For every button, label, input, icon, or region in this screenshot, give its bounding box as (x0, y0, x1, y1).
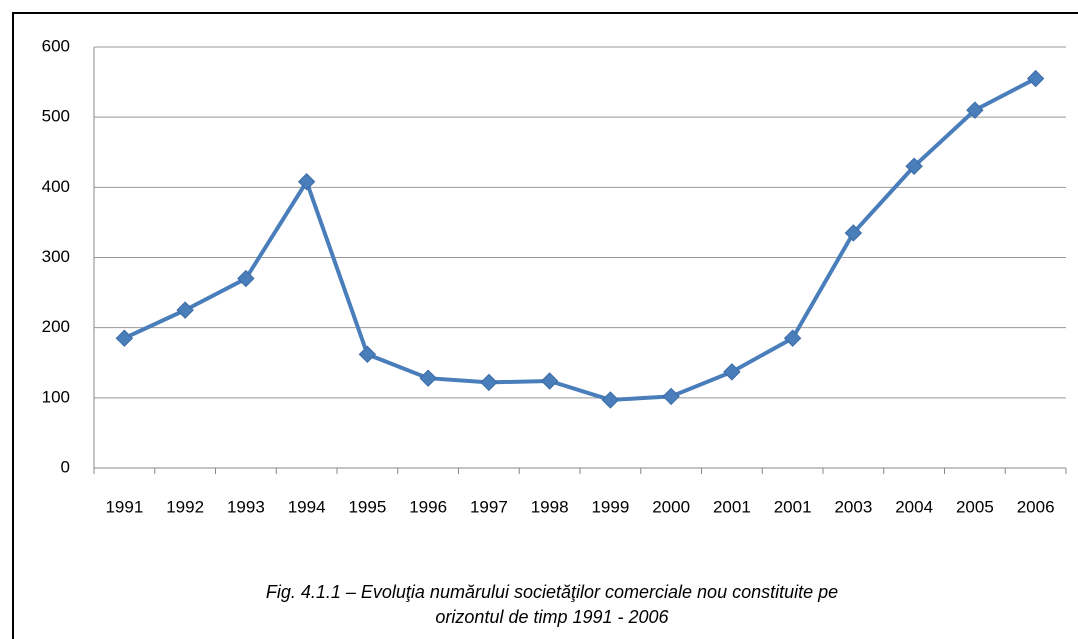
x-tick-label: 1992 (166, 497, 204, 516)
x-tick-label: 1993 (227, 497, 265, 516)
marker (905, 157, 923, 175)
marker (783, 329, 802, 347)
marker (844, 224, 863, 242)
x-tick-label: 2006 (1017, 497, 1055, 516)
marker (480, 373, 498, 392)
y-tick-label: 600 (42, 36, 70, 55)
x-tick-label: 1995 (348, 497, 386, 516)
y-tick-label: 400 (42, 177, 70, 196)
y-tick-label: 500 (42, 107, 70, 126)
y-tick-label: 0 (61, 457, 70, 476)
x-tick-label: 1998 (531, 497, 569, 516)
frame (12, 12, 1078, 639)
x-tick-label: 2003 (834, 497, 872, 516)
caption-line: Fig. 4.1.1 – Evoluţia numărului societăţ… (266, 582, 838, 602)
caption-line: orizontul de timp 1991 - 2006 (435, 607, 669, 627)
marker (662, 387, 680, 406)
x-tick-label: 1997 (470, 497, 508, 516)
x-tick-label: 1991 (105, 497, 143, 516)
marker (358, 345, 377, 364)
x-tick-label: 2004 (895, 497, 933, 516)
marker (237, 269, 255, 288)
x-tick-label: 2001 (774, 497, 812, 516)
marker (297, 173, 316, 191)
x-tick-label: 1999 (591, 497, 629, 516)
marker (723, 363, 741, 381)
y-tick-label: 300 (42, 247, 70, 266)
series-line (123, 76, 1037, 402)
x-tick-label: 1994 (288, 497, 326, 516)
x-tick-label: 2001 (713, 497, 751, 516)
x-tick-label: 2005 (956, 497, 994, 516)
marker (966, 101, 984, 119)
y-tick-label: 100 (42, 387, 70, 406)
x-tick-label: 1996 (409, 497, 447, 516)
marker (419, 369, 437, 387)
x-tick-label: 2000 (652, 497, 690, 516)
marker (540, 372, 559, 390)
marker (176, 301, 194, 319)
marker (601, 391, 620, 409)
y-tick-label: 200 (42, 317, 70, 336)
marker (1026, 69, 1045, 88)
marker (115, 329, 134, 347)
